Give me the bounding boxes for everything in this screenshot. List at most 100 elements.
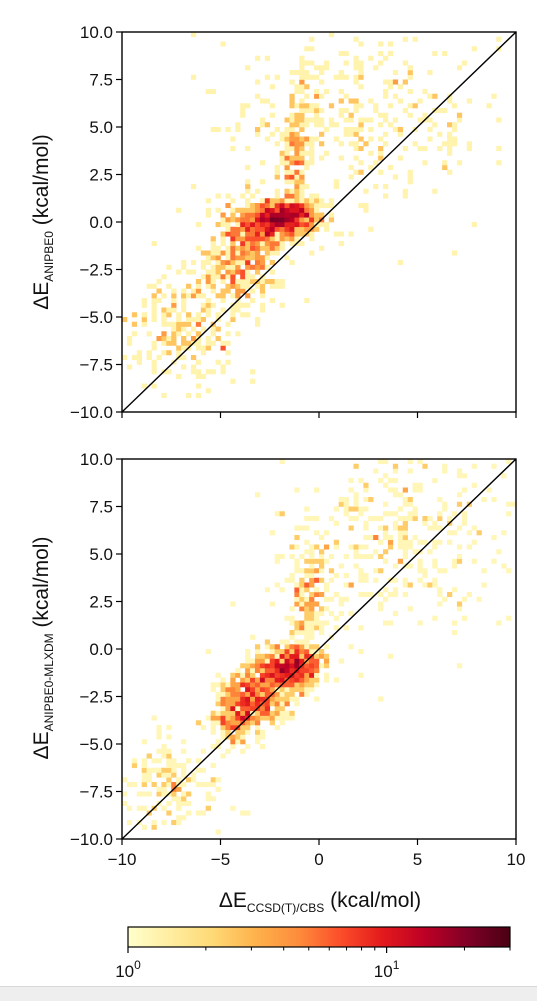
histogram-bin <box>358 568 364 574</box>
histogram-bin <box>294 601 300 607</box>
histogram-bin <box>146 283 152 289</box>
histogram-bin <box>333 544 339 550</box>
histogram-bin <box>363 141 369 147</box>
histogram-bin <box>348 506 354 512</box>
histogram-bin <box>402 577 408 583</box>
histogram-bin <box>363 506 369 512</box>
histogram-bin <box>486 487 492 493</box>
histogram-bin <box>343 60 349 66</box>
histogram-bin <box>131 355 138 361</box>
histogram-bin <box>205 649 211 655</box>
histogram-bin <box>235 122 241 128</box>
histogram-bin <box>461 596 468 602</box>
histogram-bin <box>309 677 315 683</box>
histogram-bin <box>353 60 359 66</box>
histogram-bin <box>471 482 477 488</box>
histogram-bin <box>284 577 290 583</box>
histogram-bin <box>161 321 167 327</box>
histogram-bin <box>195 345 202 351</box>
histogram-bin <box>353 36 359 42</box>
histogram-bin <box>456 117 463 123</box>
histogram-bin <box>319 141 325 147</box>
histogram-bin <box>274 706 280 712</box>
histogram-bin <box>240 810 246 816</box>
histogram-bin <box>392 117 399 123</box>
histogram-bin <box>240 312 246 318</box>
histogram-bin <box>205 782 211 788</box>
histogram-bin <box>264 231 271 237</box>
histogram-bin <box>343 117 349 123</box>
histogram-bin <box>309 236 315 242</box>
histogram-bin <box>378 606 384 612</box>
bottom-panel: −10.0−7.5−5.0−2.50.02.55.07.510.0 −10 −5 0… <box>30 450 525 915</box>
histogram-bin <box>156 767 162 773</box>
histogram-bin <box>328 596 335 602</box>
histogram-bin <box>299 207 305 213</box>
histogram-bin <box>333 74 339 80</box>
histogram-bin <box>289 131 295 137</box>
histogram-bin <box>235 255 241 261</box>
histogram-bin <box>299 625 305 631</box>
histogram-bin <box>230 715 236 721</box>
histogram-bin <box>294 630 300 636</box>
histogram-bin <box>294 582 300 588</box>
histogram-bin <box>328 103 335 109</box>
histogram-bin <box>397 127 404 133</box>
histogram-bin <box>181 321 187 327</box>
histogram-bin <box>348 611 354 617</box>
histogram-bin <box>289 222 295 228</box>
histogram-bin <box>254 93 261 99</box>
histogram-bin <box>432 539 438 545</box>
histogram-bin <box>314 108 320 114</box>
histogram-bin <box>279 658 285 664</box>
histogram-bin <box>397 530 404 536</box>
histogram-bin <box>181 772 187 778</box>
histogram-bin <box>215 193 221 199</box>
histogram-bin <box>259 307 266 313</box>
histogram-bin <box>397 535 404 541</box>
histogram-bin <box>501 530 507 536</box>
histogram-bin <box>451 558 458 564</box>
histogram-bin <box>309 687 315 693</box>
histogram-bin <box>294 141 300 147</box>
histogram-bin <box>279 203 285 209</box>
histogram-bin <box>259 696 266 702</box>
histogram-bin <box>358 60 364 66</box>
histogram-bin <box>274 653 280 659</box>
histogram-bin <box>220 706 226 712</box>
histogram-bin <box>309 634 315 640</box>
histogram-bin <box>289 93 295 99</box>
histogram-bin <box>402 530 408 536</box>
histogram-bin <box>259 198 266 204</box>
histogram-bin <box>259 222 266 228</box>
histogram-bin <box>171 321 177 327</box>
histogram-bin <box>314 487 320 493</box>
histogram-bin <box>407 89 413 95</box>
histogram-bin <box>461 520 468 526</box>
histogram-bin <box>205 212 211 218</box>
histogram-bin <box>383 193 389 199</box>
histogram-bin <box>151 307 157 313</box>
histogram-bin <box>279 136 285 142</box>
histogram-bin <box>264 682 271 688</box>
histogram-bin <box>240 283 246 289</box>
histogram-bin <box>230 672 236 678</box>
histogram-bin <box>294 84 300 90</box>
histogram-bin <box>210 720 216 726</box>
histogram-bin <box>269 710 275 716</box>
histogram-bin <box>456 601 463 607</box>
histogram-bin <box>323 558 330 564</box>
histogram-bin <box>319 649 325 655</box>
histogram-bin <box>274 217 280 223</box>
histogram-bin <box>319 568 325 574</box>
histogram-bin <box>402 525 408 531</box>
histogram-bin <box>353 544 359 550</box>
histogram-bin <box>437 108 443 114</box>
histogram-bin <box>215 696 221 702</box>
histogram-bin <box>314 136 320 142</box>
histogram-bin <box>289 174 295 180</box>
histogram-bin <box>230 701 236 707</box>
histogram-bin <box>250 663 256 669</box>
histogram-bin <box>190 364 197 370</box>
histogram-bin <box>284 198 290 204</box>
